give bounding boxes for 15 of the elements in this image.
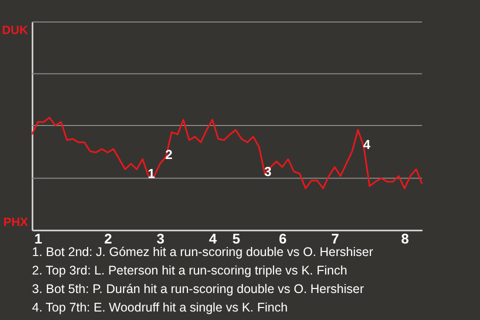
x-tick-label: 5 [232,230,240,246]
text: 1. Bot 2nd: J. Gómez hit a run-scoring double vs O. Hershiser [32,245,374,259]
x-tick-label: 3 [156,230,165,246]
x-tick-label: 6 [278,230,287,246]
text: 4. Top 7th: E. Woodruff hit a single vs K. Finch [32,300,288,314]
text: DUK [2,23,28,37]
text: 3. Bot 5th: P. Durán hit a run-scoring double vs O. Hershiser [32,282,364,296]
x-tick-label: 4 [209,230,218,246]
text: 2. Top 3rd: L. Peterson hit a run-scoring triple vs K. Finch [32,264,348,278]
annotation: 4 [363,136,372,152]
x-tick-label: 8 [401,230,410,246]
x-tick-label: 7 [331,230,340,246]
x-tick-label: 1 [34,230,42,246]
text: PHX [3,215,28,229]
x-tick-label: 2 [104,230,112,246]
